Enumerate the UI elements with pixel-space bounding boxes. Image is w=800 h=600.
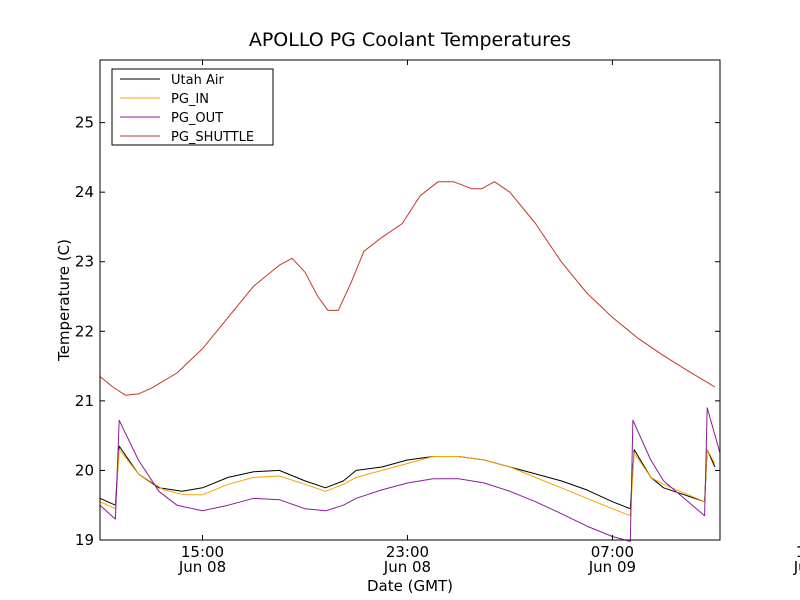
legend-label-utah-air: Utah Air <box>171 73 224 88</box>
x-axis-label: Date (GMT) <box>367 577 453 595</box>
y-tick-label: 25 <box>75 114 94 132</box>
y-axis: 19 20 21 22 23 24 25 <box>75 114 720 549</box>
y-tick-label: 24 <box>75 183 94 201</box>
y-tick-label: 23 <box>75 253 94 271</box>
chart-title: APOLLO PG Coolant Temperatures <box>249 29 571 51</box>
series-line-pg-in <box>99 449 716 517</box>
y-tick-label: 20 <box>75 461 94 479</box>
x-tick-label-date: Jun 09 <box>793 558 800 576</box>
series-line-utah-air <box>99 445 716 510</box>
legend-label-pg-in: PG_IN <box>171 92 209 107</box>
legend: Utah Air PG_IN PG_OUT PG_SHUTTLE <box>111 68 274 146</box>
x-tick-label-date: Jun 08 <box>178 558 226 576</box>
x-tick-label-time: 07:00 <box>591 543 634 561</box>
series-line-pg-shuttle <box>99 181 716 396</box>
x-tick-label-date: Jun 08 <box>383 558 431 576</box>
x-tick-label-time: 15:00 <box>181 543 224 561</box>
y-axis-label: Temperature (C) <box>55 239 73 362</box>
legend-label-pg-out: PG_OUT <box>171 111 223 126</box>
y-tick-label: 21 <box>75 392 94 410</box>
legend-box <box>111 68 274 146</box>
y-tick-label: 22 <box>75 322 94 340</box>
plot-frame <box>99 59 721 541</box>
legend-entries: Utah Air PG_IN PG_OUT PG_SHUTTLE <box>120 73 254 145</box>
x-tick-label-time: 15:00 <box>796 543 800 561</box>
legend-label-pg-shuttle: PG_SHUTTLE <box>171 130 254 145</box>
y-tick-label: 19 <box>75 531 94 549</box>
x-tick-label-date: Jun 09 <box>588 558 636 576</box>
series-line-pg-out <box>99 407 721 542</box>
x-tick-label-time: 23:00 <box>386 543 429 561</box>
plot-series <box>99 181 721 542</box>
